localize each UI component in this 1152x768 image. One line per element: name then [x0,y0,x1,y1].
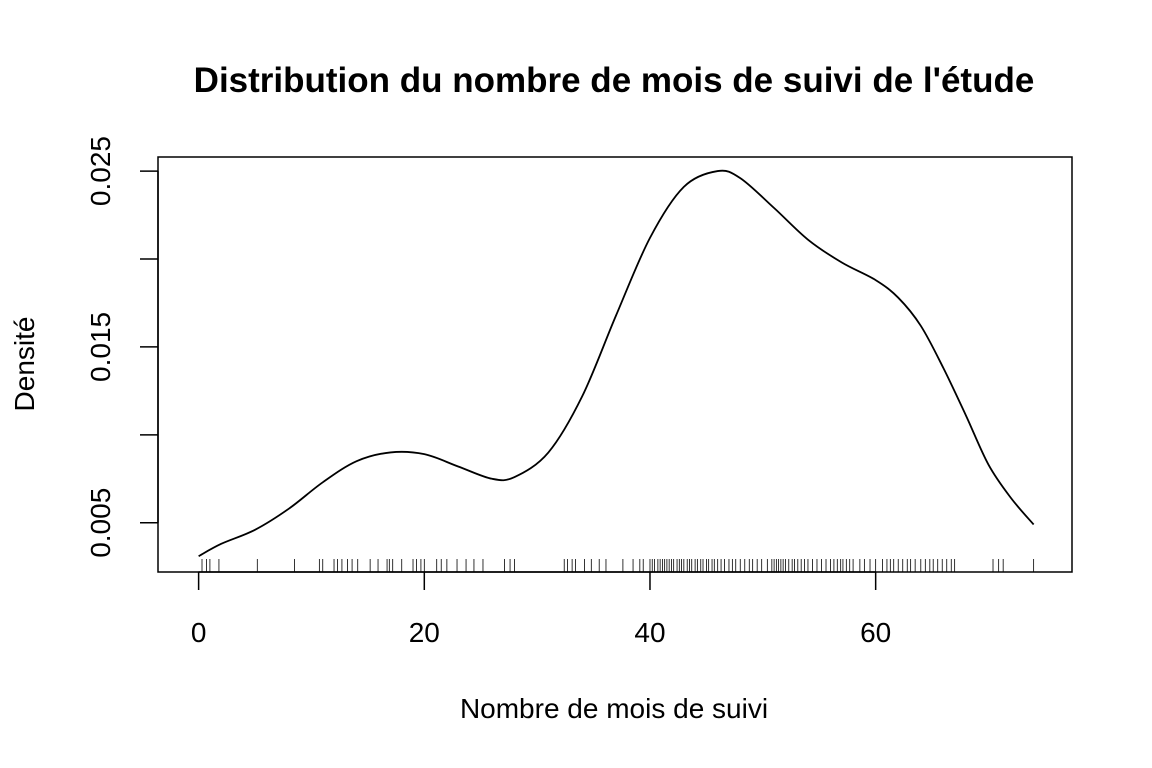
chart-title: Distribution du nombre de mois de suivi … [194,61,1035,100]
y-axis-label: Densité [9,317,40,412]
density-curve [198,169,1035,557]
y-tick-label: 0.025 [85,136,116,206]
x-axis: 0 20 40 60 [191,571,891,648]
x-tick-label: 20 [409,617,440,648]
y-tick-label: 0.005 [85,488,116,558]
rug-plot [201,559,1035,572]
x-tick-label: 0 [191,617,207,648]
y-tick-label: 0.015 [85,312,116,382]
x-tick-label: 40 [634,617,665,648]
x-tick-label: 60 [860,617,891,648]
y-axis: 0.005 0.015 0.025 [85,136,159,558]
plot-frame [157,156,1073,573]
x-axis-label: Nombre de mois de suivi [460,693,768,724]
